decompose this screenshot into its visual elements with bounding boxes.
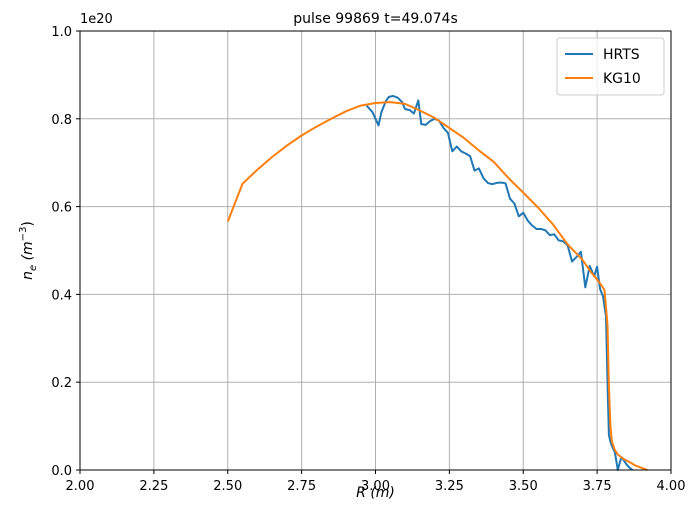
x-tick-label: 2.00 [66,479,95,494]
y-tick-label: 0.4 [51,288,72,303]
y-axis-subscript: e [28,265,39,271]
x-tick-label: 3.75 [583,479,612,494]
series-line-kg10 [226,101,648,471]
x-tick-label: 2.50 [213,479,242,494]
x-tick-label: 2.75 [287,479,316,494]
y-axis-unit-open: (m [20,241,36,260]
y-axis-variable: n [20,271,36,280]
chart-title: pulse 99869 t=49.074s [293,11,458,27]
legend-box [556,37,665,96]
x-tick-label: 3.25 [435,479,464,494]
legend-label-hrts: HRTS [603,47,640,63]
y-axis-unit-close: ) [20,221,36,226]
y-axis-label: ne (m−3) [18,221,39,280]
x-tick-label: 3.00 [361,479,390,494]
y-offset-label: 1e20 [80,12,113,27]
legend-label-kg10: KG10 [603,71,641,87]
y-tick-label: 0.8 [51,113,72,128]
y-axis-unit-exponent: −3 [18,227,29,242]
x-tick-label: 3.50 [509,479,538,494]
x-axis-unit: (m) [370,485,395,501]
y-tick-label: 1.0 [51,25,72,40]
x-tick-label: 4.00 [657,479,686,494]
x-tick-label: 2.25 [139,479,168,494]
tick-layer: 2.00 2.25 2.50 2.75 3.00 3.25 3.50 3.75 4.00 0.0 0… [51,25,685,494]
y-tick-label: 0.6 [51,201,72,216]
x-axis-variable: R [356,485,366,501]
series-layer [226,95,648,471]
legend: HRTS KG10 [556,37,665,96]
x-axis-label: R (m) [356,485,395,501]
y-tick-label: 0.2 [51,376,72,391]
y-tick-label: 0.0 [51,464,72,479]
